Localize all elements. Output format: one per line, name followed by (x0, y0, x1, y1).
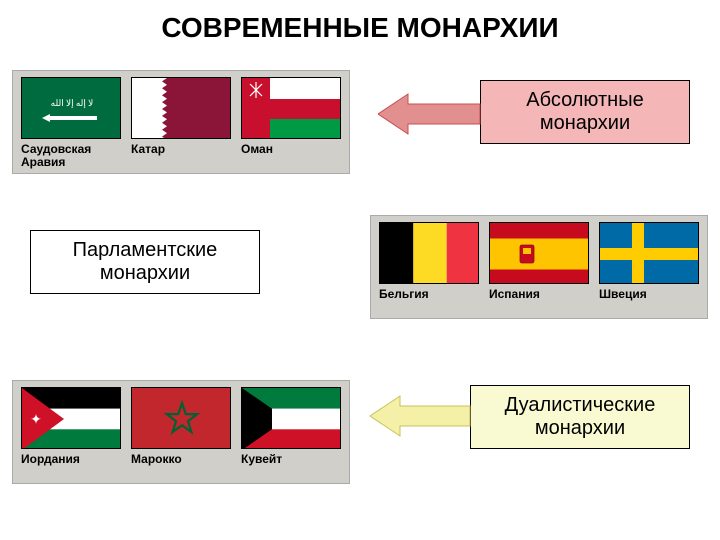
flag-label: Марокко (131, 453, 231, 479)
flag-cell-sweden: Швеция (599, 222, 699, 314)
flag-saudi: لا إله إلا الله (21, 77, 121, 139)
flag-label: Испания (489, 288, 589, 314)
callout-line: Абсолютные (526, 89, 643, 111)
callout-dualistic: Дуалистические монархии (470, 385, 690, 449)
arrow-dualistic (370, 394, 472, 443)
flag-group-dualistic: ✦ Иордания Марокко Кувейт (12, 380, 350, 484)
flag-cell-morocco: Марокко (131, 387, 231, 479)
flag-cell-oman: Оман (241, 77, 341, 169)
flag-jordan: ✦ (21, 387, 121, 449)
flag-cell-spain: Испания (489, 222, 589, 314)
flag-label: Швеция (599, 288, 699, 314)
callout-parliamentary: Парламентские монархии (30, 230, 260, 294)
flag-label: Оман (241, 143, 341, 169)
flag-cell-belgium: Бельгия (379, 222, 479, 314)
flag-label: Кувейт (241, 453, 341, 479)
flag-belgium (379, 222, 479, 284)
flag-label: Саудовская Аравия (21, 143, 121, 169)
flag-oman (241, 77, 341, 139)
flag-cell-kuwait: Кувейт (241, 387, 341, 479)
svg-text:لا إله إلا الله: لا إله إلا الله (51, 98, 94, 109)
callout-line: монархии (535, 417, 625, 439)
flag-spain (489, 222, 589, 284)
callout-line: Парламентские (73, 239, 218, 261)
flag-qatar (131, 77, 231, 139)
flag-label: Катар (131, 143, 231, 169)
flag-group-absolute: لا إله إلا الله Саудовская Аравия Катар (12, 70, 350, 174)
flag-sweden (599, 222, 699, 284)
flag-label: Бельгия (379, 288, 479, 314)
flag-cell-jordan: ✦ Иордания (21, 387, 121, 479)
callout-line: монархии (540, 112, 630, 134)
svg-text:✦: ✦ (30, 411, 42, 427)
callout-line: монархии (100, 262, 190, 284)
flag-cell-qatar: Катар (131, 77, 231, 169)
flag-morocco (131, 387, 231, 449)
flag-cell-saudi: لا إله إلا الله Саудовская Аравия (21, 77, 121, 169)
flag-group-parliamentary: Бельгия Испания Швеция (370, 215, 708, 319)
flag-label: Иордания (21, 453, 121, 479)
page-title: СОВРЕМЕННЫЕ МОНАРХИИ (0, 0, 720, 52)
flag-kuwait (241, 387, 341, 449)
arrow-absolute (378, 92, 482, 141)
callout-absolute: Абсолютные монархии (480, 80, 690, 144)
callout-line: Дуалистические (505, 394, 656, 416)
